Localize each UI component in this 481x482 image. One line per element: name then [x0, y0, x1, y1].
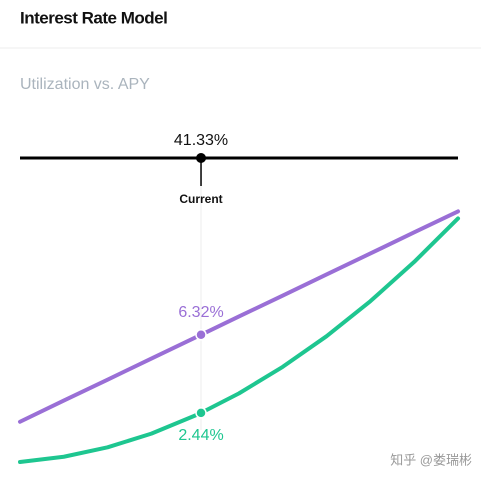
current-label: Current	[179, 192, 222, 206]
current-point	[195, 407, 207, 419]
current-marker	[196, 153, 207, 163]
current-point	[195, 329, 207, 341]
current-value: 41.33%	[174, 132, 228, 149]
series-line	[18, 209, 460, 424]
data-label: 2.44%	[178, 427, 223, 444]
watermark: 知乎 @娄瑞彬	[390, 452, 472, 467]
series-line	[18, 216, 460, 464]
data-label: 6.32%	[178, 304, 223, 321]
chart-title: Utilization vs. APY	[20, 76, 150, 93]
page-title: Interest Rate Model	[20, 8, 167, 27]
